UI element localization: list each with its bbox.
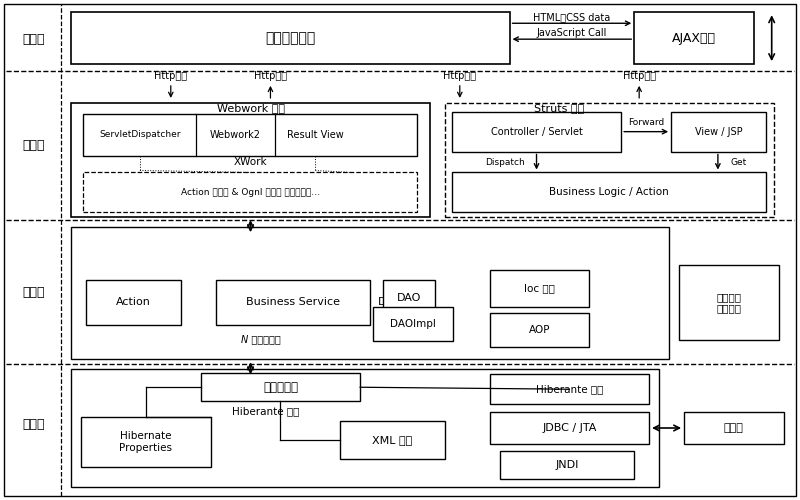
Text: 表现层: 表现层 [22,139,45,152]
Bar [445,103,774,217]
Text: Http响应: Http响应 [254,71,287,81]
Text: ServletDispatcher: ServletDispatcher [99,130,181,139]
Text: Http请求: Http请求 [443,71,476,81]
Text: Hiberante 组件: Hiberante 组件 [536,384,603,394]
Text: 事务管理
会话管理: 事务管理 会话管理 [716,292,742,314]
Bar [81,417,210,467]
Text: AOP: AOP [529,325,550,335]
Bar [201,374,360,401]
Text: Webwork 框架: Webwork 框架 [217,103,285,113]
Text: Controller / Servlet: Controller / Servlet [490,126,582,136]
Bar [71,370,659,486]
Bar [452,112,622,152]
Text: Forward: Forward [628,118,664,127]
Text: Ioc 容器: Ioc 容器 [524,284,555,294]
Text: XWork: XWork [234,158,267,168]
Text: JavaScript Call: JavaScript Call [536,28,606,38]
Text: JDBC / JTA: JDBC / JTA [542,423,597,433]
Bar [634,12,754,64]
Bar [373,306,453,342]
Text: 持久化对象: 持久化对象 [263,380,298,394]
Text: Dispatch: Dispatch [485,158,525,167]
Bar [452,172,766,212]
Text: Struts 框架: Struts 框架 [534,103,585,113]
Bar [71,227,669,360]
Text: JNDI: JNDI [555,460,578,470]
Bar [83,172,417,212]
Text: AJAX引擎: AJAX引擎 [672,32,716,44]
Text: Result View: Result View [287,130,344,140]
Bar [490,374,649,404]
Text: Business Service: Business Service [246,297,340,307]
Text: 数据库: 数据库 [724,423,744,433]
Text: View / JSP: View / JSP [694,126,742,136]
Bar [83,114,417,156]
Bar [86,280,181,324]
Bar [383,280,435,316]
Text: DAO: DAO [397,293,421,303]
Bar [490,270,590,306]
Text: Webwork2: Webwork2 [210,130,261,140]
Text: DAOImpl: DAOImpl [390,319,436,329]
Text: 客户端: 客户端 [22,32,45,46]
Bar [340,421,445,459]
Text: Get: Get [730,158,747,167]
Text: Http响应: Http响应 [622,71,656,81]
Bar [671,112,766,152]
Bar [216,280,370,324]
Text: DAO: DAO [378,296,402,306]
Text: Http请求: Http请求 [154,71,187,81]
Bar [71,103,430,217]
Bar [71,12,510,64]
Text: Action: Action [116,297,151,307]
Bar [679,265,778,340]
Text: HTML＋CSS data: HTML＋CSS data [533,12,610,22]
Bar [490,412,649,444]
Text: Hiberante 框架: Hiberante 框架 [232,406,299,416]
Text: XML 映射: XML 映射 [373,435,413,445]
Text: Hibernate
Properties: Hibernate Properties [119,431,172,452]
Bar [684,412,784,444]
Text: 业务层: 业务层 [22,286,45,300]
Text: 客户端浏览器: 客户端浏览器 [266,31,315,45]
Text: 持久层: 持久层 [22,418,45,430]
Text: Action 上下文 & Ognl 值堆栈 拦截过滤器…: Action 上下文 & Ognl 值堆栈 拦截过滤器… [181,188,320,197]
Text: Business Logic / Action: Business Logic / Action [549,188,669,198]
Text: N 层计算模式: N 层计算模式 [241,334,280,344]
Bar [500,451,634,478]
Bar [490,312,590,348]
